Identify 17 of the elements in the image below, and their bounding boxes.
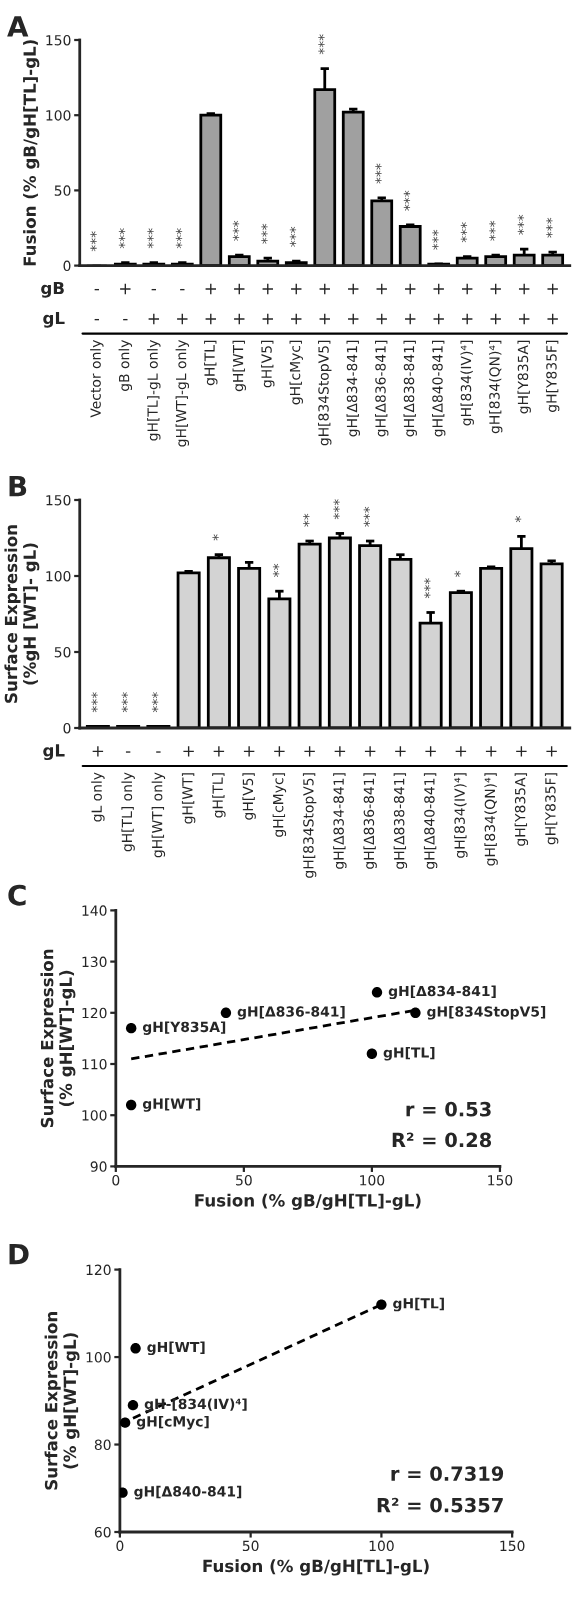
y-axis-title: Surface Expression (%gH [WT]- gL)	[4, 525, 40, 703]
y-axis-title: Surface Expression (% gH[WT]-gL)	[44, 1312, 80, 1490]
annotation: r = 0.53	[406, 1101, 491, 1117]
x-axis-title: Fusion (% gB/gH[TL]-gL)	[203, 1559, 429, 1576]
annotation: r = 0.7319	[391, 1466, 504, 1481]
text: gL - - + + + + + + + + + + + + + + +	[43, 311, 558, 328]
chart-title: B	[9, 476, 27, 497]
y-axis-title: Fusion (% gB/gH[TL]-gL)	[23, 40, 40, 266]
annotation: R² = 0.28	[392, 1132, 492, 1148]
y-axis-title: Surface Expression (% gH[WT]-gL)	[40, 949, 76, 1128]
text: gL + - - + + + + + + + + + + + + +	[43, 744, 557, 761]
annotation: R² = 0.5357	[377, 1497, 503, 1513]
x-axis-title: Fusion (% gB/gH[TL]-gL)	[195, 1193, 421, 1210]
chart-title: C	[8, 884, 26, 906]
text: gB - + - - + + + + + + + + + + + + +	[41, 281, 558, 298]
chart-title: A	[7, 16, 29, 37]
chart-title: D	[9, 1243, 29, 1265]
